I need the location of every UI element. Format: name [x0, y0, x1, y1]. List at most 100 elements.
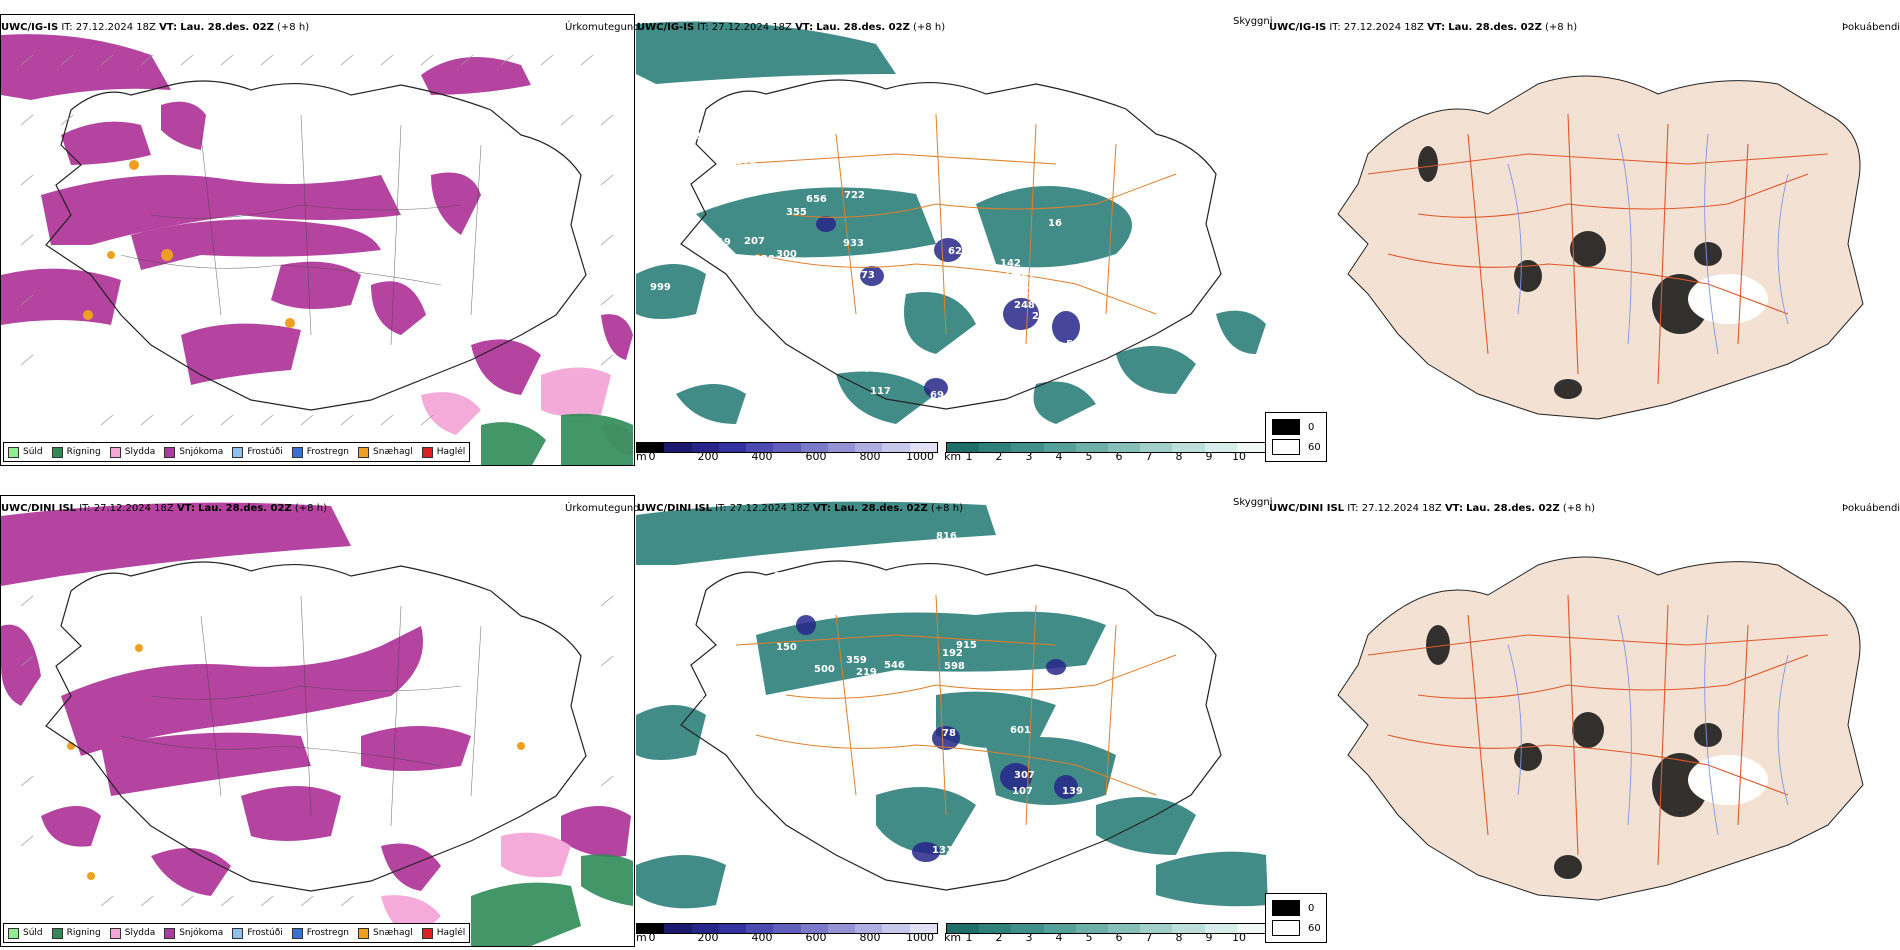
visibility-value-label: 601: [1010, 725, 1031, 736]
visibility-value-label: 65: [1056, 804, 1070, 815]
colorbar-segment: [800, 443, 828, 452]
colorbar-m-tick: 0: [648, 450, 656, 463]
legend-label: Frostúði: [247, 447, 283, 457]
colorbar-m-tick: 400: [751, 931, 773, 944]
valid-time: Lau. 28.des. 02Z: [816, 22, 910, 33]
legend-item: Súld: [8, 927, 43, 939]
panel-header-visibility-top: UWC/IG-IS IT: 27.12.2024 18Z VT: Lau. 28…: [637, 22, 945, 33]
legend-item: Snjókoma: [164, 927, 223, 939]
colorbar-segment: [1204, 443, 1237, 452]
panel-title-fog-bottom: Þokuábendi: [1842, 503, 1900, 514]
visibility-colorbars-bottom: m 0 200 400 600 800 1000 km 1 2 3 4 5 6 …: [636, 919, 1276, 949]
colorbar-m-unit: m: [636, 931, 647, 944]
fog-map-top: [1337, 75, 1864, 420]
visibility-value-label: 215: [1020, 286, 1041, 297]
visibility-value-label: 53: [690, 692, 704, 703]
visibility-value-label: 117: [870, 386, 891, 397]
fog-legend-top: 0 60: [1265, 412, 1327, 462]
it-label: IT:: [715, 503, 727, 514]
legend-swatch: [51, 446, 63, 458]
fog-legend-row: 0: [1272, 900, 1314, 916]
fog-legend-value: 0: [1308, 902, 1315, 914]
visibility-value-label: 139: [1062, 786, 1083, 797]
legend-label: Snæhagl: [373, 928, 413, 938]
colorbar-segment: [637, 443, 665, 452]
visibility-value-label: 62: [948, 246, 962, 257]
lead-time: (+8 h): [913, 22, 946, 33]
colorbar-segment: [691, 924, 719, 933]
legend-label: Snjókoma: [179, 447, 224, 457]
colorbar-km-tick: 2: [995, 931, 1003, 944]
visibility-value-label: 173: [854, 270, 875, 281]
visibility-value-label: 718: [864, 175, 885, 186]
colorbar-segment: [1043, 443, 1076, 452]
colorbar-segment: [1236, 924, 1270, 933]
colorbar-m-tick: 1000: [906, 931, 934, 944]
lead-time: (+8 h): [294, 503, 327, 514]
colorbar-km-tick: 4: [1055, 931, 1063, 944]
visibility-value-label: 170: [908, 768, 929, 779]
visibility-value-label: 372: [736, 156, 757, 167]
lead-time: (+8 h): [1562, 503, 1595, 514]
visibility-value-label: 444: [940, 859, 961, 870]
colorbar-segment: [1108, 443, 1141, 452]
visibility-value-label: 722: [844, 190, 865, 201]
visibility-value-label: 219: [856, 667, 877, 678]
panel-title-precip-bottom: Úrkomutegund: [565, 503, 640, 514]
visibility-value-label: 999: [650, 282, 671, 293]
colorbar-km-tick: 10: [1232, 450, 1246, 463]
precip-map-bottom: [1, 502, 633, 946]
legend-label: Súld: [23, 447, 43, 457]
visibility-value-label: 101: [894, 862, 915, 873]
fog-panel-top: [1268, 14, 1900, 466]
legend-label: Slydda: [124, 447, 156, 457]
model-name: UWC/DINI ISL: [1, 503, 77, 514]
colorbar-segment: [746, 924, 774, 933]
colorbar-km-tick: 1: [965, 931, 973, 944]
fog-swatch: [1272, 920, 1300, 936]
visibility-value-label: 198: [1004, 269, 1025, 280]
colorbar-m-tick: 1000: [906, 450, 934, 463]
colorbar-m-tick: 200: [697, 931, 719, 944]
visibility-value-label: 403: [750, 705, 771, 716]
colorbar-km: [946, 923, 1270, 934]
visibility-value-label: 338: [754, 254, 775, 265]
init-time: 27.12.2024 18Z: [75, 22, 156, 33]
legend-item: Haglél: [421, 927, 465, 939]
colorbar-km-unit: km: [944, 931, 962, 944]
colorbar-segment: [637, 924, 665, 933]
legend-label: Frostregn: [306, 447, 350, 457]
it-label: IT:: [61, 22, 73, 33]
vt-label: VT:: [812, 503, 831, 514]
visibility-value-label: 359: [846, 655, 867, 666]
visibility-value-label: 229: [1032, 311, 1053, 322]
fog-legend-row: 0: [1272, 419, 1314, 435]
colorbar-segment: [882, 924, 910, 933]
colorbar-m-tick: 600: [805, 450, 827, 463]
precip-type-legend-bottom: Súld Rigning Slydda Snjókoma Frostúði Fr…: [3, 923, 471, 943]
visibility-value-label: 399: [942, 184, 963, 195]
legend-swatch: [291, 927, 303, 939]
visibility-value-labels-top: 999 270 519 207 338 300 355 656 722 718 399 933 173 6…: [650, 131, 1080, 401]
visibility-value-label: 325: [768, 701, 789, 712]
legend-item: Snjókoma: [164, 446, 224, 458]
visibility-value-label: 500: [814, 664, 835, 675]
colorbar-m: [636, 442, 938, 453]
valid-time: Lau. 28.des. 02Z: [180, 22, 274, 33]
legend-label: Frostregn: [306, 928, 350, 938]
legend-swatch: [164, 446, 176, 458]
visibility-value-label: 546: [884, 660, 905, 671]
it-label: IT:: [697, 22, 709, 33]
colorbar-segment: [718, 443, 747, 452]
visibility-value-label: 974: [996, 527, 1017, 538]
visibility-value-label: 307: [1014, 770, 1035, 781]
colorbar-m: [636, 923, 938, 934]
colorbar-segment: [800, 924, 828, 933]
colorbar-m-tick: 600: [805, 931, 827, 944]
precip-map-top: [1, 34, 633, 465]
precip-panel-top: Súld Rigning Slydda Snjókoma Frostúði Fr…: [0, 14, 635, 466]
fog-swatch: [1272, 900, 1300, 916]
visibility-value-label: 69: [930, 390, 944, 401]
legend-item: Snæhagl: [358, 446, 413, 458]
panel-header-precip-top: UWC/IG-IS IT: 27.12.2024 18Z VT: Lau. 28…: [1, 22, 309, 33]
